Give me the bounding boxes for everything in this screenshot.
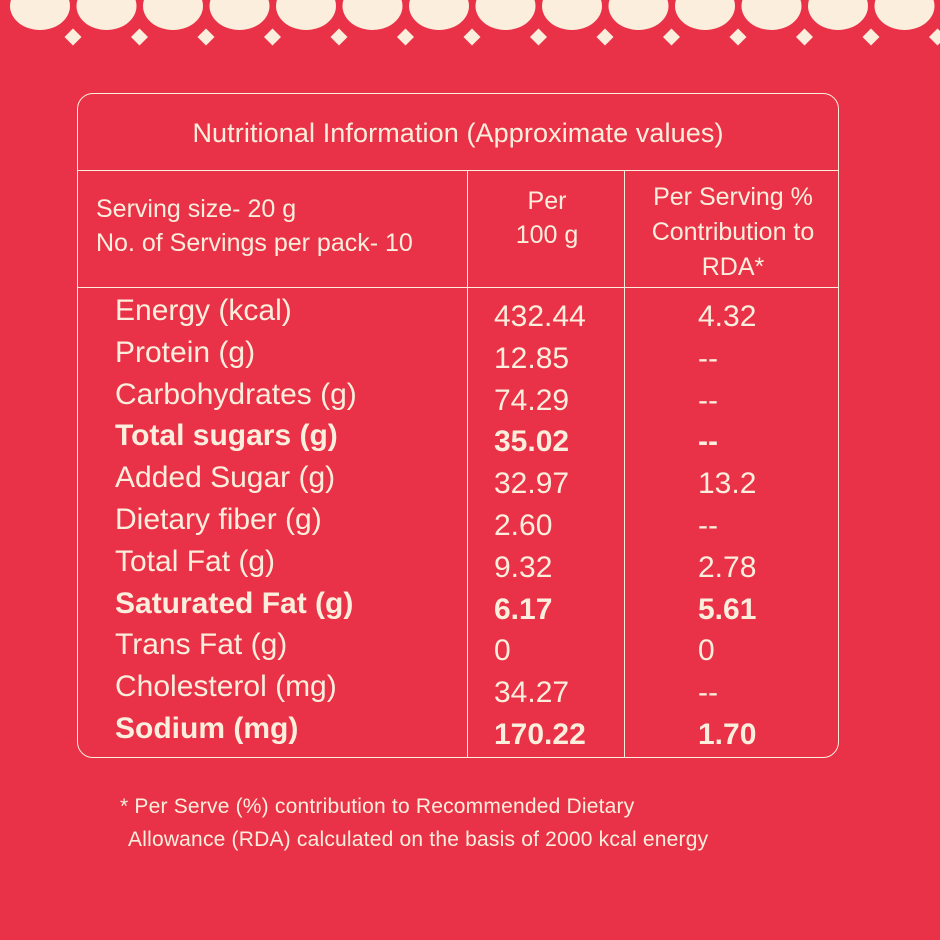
per-100g-value: 74.29 — [494, 383, 570, 417]
footnote-line2: Allowance (RDA) calculated on the basis … — [128, 828, 709, 851]
footnote-line1: * Per Serve (%) contribution to Recommen… — [120, 795, 635, 818]
column-divider-2 — [624, 170, 625, 758]
per-100g-value: 6.17 — [494, 592, 553, 626]
nutrient-name: Carbohydrates (g) — [115, 377, 357, 411]
nutrient-row: Trans Fat (g) 0 0 — [78, 628, 838, 670]
nutrient-row: Sodium (mg) 170.22 1.70 — [78, 712, 838, 754]
nutrient-row: Added Sugar (g) 32.97 13.2 — [78, 461, 838, 503]
rda-value: -- — [698, 383, 718, 417]
rda-header-line2: Contribution to — [651, 218, 815, 246]
rda-value: 4.32 — [698, 300, 757, 333]
per-100g-value: 35.02 — [494, 425, 570, 459]
nutrient-name: Saturated Fat (g) — [115, 586, 354, 620]
rda-value: 5.61 — [698, 592, 757, 626]
per-100g-value: 170.22 — [494, 717, 586, 751]
rda-value: -- — [698, 676, 718, 710]
nutrient-name: Total Fat (g) — [115, 544, 276, 578]
rda-header-line3: RDA* — [701, 253, 765, 281]
column-divider-1 — [467, 170, 468, 758]
nutrient-name: Sodium (mg) — [115, 711, 299, 745]
nutrient-name: Trans Fat (g) — [115, 628, 288, 662]
per-100g-header: Per 100 g — [468, 184, 626, 252]
serving-size: Serving size- 20 g — [96, 195, 297, 223]
rda-value: 2.78 — [698, 550, 757, 584]
rda-header: Per Serving % Contribution to RDA* — [626, 180, 840, 285]
nutrient-name: Energy (kcal) — [115, 294, 292, 327]
rda-value: 13.2 — [698, 467, 757, 501]
rda-value: 1.70 — [698, 717, 757, 751]
nutrient-name: Added Sugar (g) — [115, 461, 336, 495]
per-100g-header-line1: Per — [527, 187, 567, 215]
per-100g-value: 34.27 — [494, 676, 570, 710]
per-100g-header-line2: 100 g — [515, 221, 579, 249]
nutrient-name: Total sugars (g) — [115, 419, 338, 453]
per-100g-value: 32.97 — [494, 467, 570, 501]
per-100g-value: 0 — [494, 634, 511, 668]
nutrient-row: Dietary fiber (g) 2.60 -- — [78, 503, 838, 545]
title-divider — [78, 170, 838, 171]
header-divider — [78, 287, 838, 288]
nutrient-row: Total Fat (g) 9.32 2.78 — [78, 545, 838, 587]
nutrition-table: Nutritional Information (Approximate val… — [77, 93, 839, 758]
serving-info: Serving size- 20 g No. of Servings per p… — [96, 192, 413, 260]
rda-value: -- — [698, 508, 718, 542]
servings-per-pack: No. of Servings per pack- 10 — [96, 229, 413, 257]
nutrient-name: Dietary fiber (g) — [115, 502, 322, 536]
rda-value: 0 — [698, 634, 715, 668]
nutrient-row: Cholesterol (mg) 34.27 -- — [78, 670, 838, 712]
nutrient-row: Protein (g) 12.85 -- — [78, 336, 838, 378]
nutrient-row: Carbohydrates (g) 74.29 -- — [78, 378, 838, 420]
per-100g-value: 12.85 — [494, 341, 570, 375]
rda-value: -- — [698, 341, 718, 375]
nutrient-rows: Energy (kcal) 432.44 4.32 Protein (g) 12.85 -… — [78, 294, 838, 754]
nutrient-row: Energy (kcal) 432.44 4.32 — [78, 294, 838, 336]
rda-value: -- — [698, 425, 718, 459]
nutrient-name: Protein (g) — [115, 335, 256, 369]
nutrient-row: Saturated Fat (g) 6.17 5.61 — [78, 587, 838, 629]
table-title: Nutritional Information (Approximate val… — [192, 117, 724, 148]
nutrient-row: Total sugars (g) 35.02 -- — [78, 419, 838, 461]
scalloped-border — [10, 0, 940, 46]
per-100g-value: 2.60 — [494, 508, 553, 542]
per-100g-value: 432.44 — [494, 300, 586, 333]
footnote: * Per Serve (%) contribution to Recommen… — [120, 790, 708, 856]
nutrient-name: Cholesterol (mg) — [115, 670, 337, 704]
rda-header-line1: Per Serving % — [653, 183, 813, 211]
per-100g-value: 9.32 — [494, 550, 553, 584]
